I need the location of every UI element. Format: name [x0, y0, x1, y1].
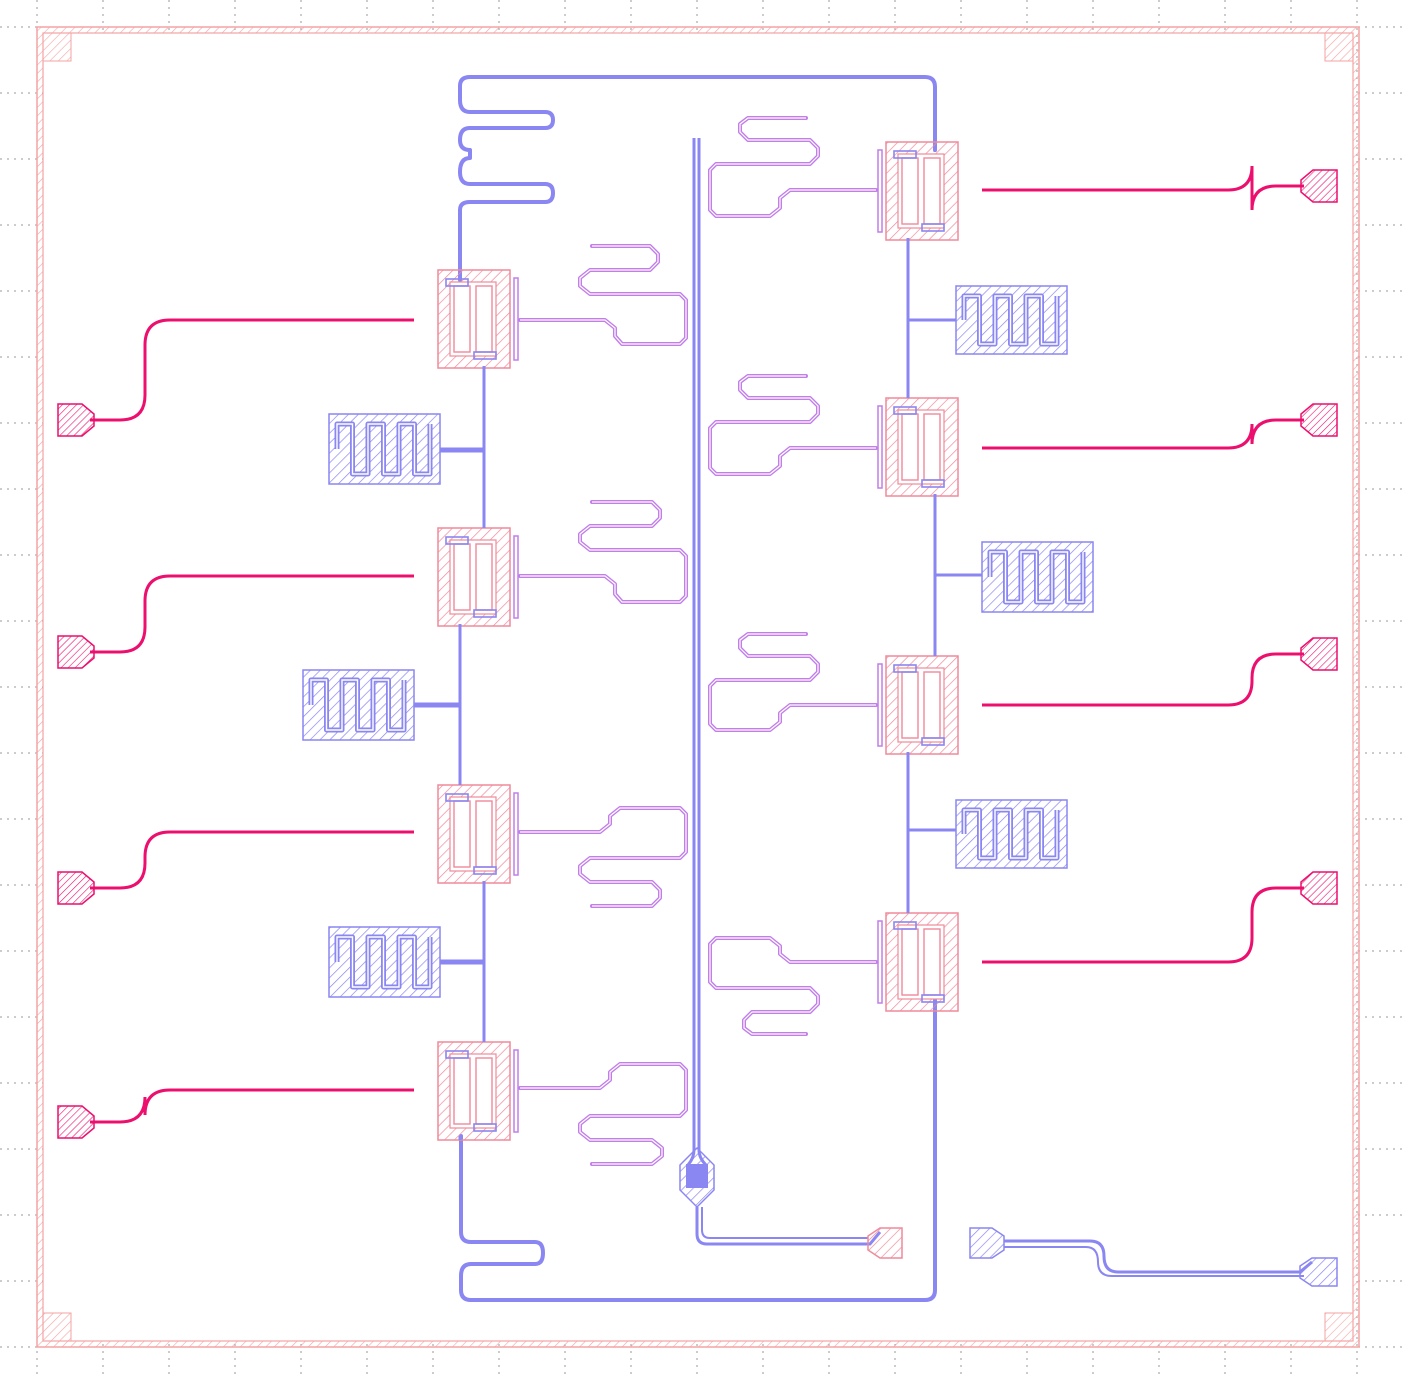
- qubit-island-gap: [449, 796, 497, 872]
- readout-resonator-left-3-center: [520, 807, 687, 907]
- corner-mark-tr: [1324, 32, 1354, 62]
- coupling-bar: [513, 535, 519, 619]
- coupler-right-2: [981, 541, 1094, 613]
- qubit-left-2[interactable]: [437, 527, 519, 627]
- coupler-left-3: [328, 926, 441, 998]
- junction-bottom: [921, 223, 945, 232]
- coupler-meander-center: [963, 295, 1058, 345]
- drive-trace: [982, 418, 1304, 450]
- junction-top: [893, 150, 917, 159]
- qubit-right-4[interactable]: [877, 912, 959, 1012]
- launch-pad-left-1[interactable]: [57, 403, 95, 437]
- junction-top: [893, 921, 917, 930]
- coupling-bar: [513, 1049, 519, 1133]
- drive-trace: [90, 1088, 414, 1124]
- drive-line-left-2: [57, 574, 414, 669]
- qubit-left-3[interactable]: [437, 784, 519, 884]
- readout-resonator-left-1-center: [520, 245, 687, 345]
- qubit-island-gap: [449, 281, 497, 357]
- coupler-right-3: [955, 799, 1068, 869]
- junction-top: [445, 278, 469, 287]
- readout-resonator-left-4-center: [520, 1063, 687, 1165]
- drive-line-left-4: [57, 1088, 414, 1139]
- qubit-island-gap: [449, 539, 497, 615]
- readout-resonator-right-1-center: [709, 117, 876, 217]
- junction-bottom: [921, 479, 945, 488]
- coupler-meander-center: [989, 551, 1084, 603]
- launch-pad-right-3[interactable]: [1300, 637, 1338, 671]
- drive-line-right-4: [982, 871, 1338, 964]
- qubit-left-4[interactable]: [437, 1041, 519, 1141]
- junction-bottom: [921, 737, 945, 746]
- drive-trace: [982, 886, 1304, 964]
- drive-trace: [982, 652, 1304, 707]
- coupler-meander-center: [336, 423, 431, 475]
- qubit-right-3[interactable]: [877, 655, 959, 755]
- readout-resonator-left-2-center: [520, 501, 687, 603]
- junction-top: [893, 406, 917, 415]
- drive-trace: [90, 830, 414, 890]
- drive-trace: [90, 318, 414, 422]
- junction-bottom: [473, 609, 497, 618]
- corner-mark-bl: [42, 1312, 72, 1342]
- drive-trace: [982, 165, 1304, 211]
- qubit-island-gap: [897, 924, 945, 1000]
- launch-pad-left-3[interactable]: [57, 871, 95, 905]
- qubit-island-gap: [449, 1053, 497, 1129]
- launch-pad-right-4[interactable]: [1300, 871, 1338, 905]
- readout-resonator-right-4-center: [709, 937, 876, 1035]
- launch-pad-right-1[interactable]: [1300, 169, 1338, 203]
- feedline: [679, 138, 1338, 1287]
- readout-resonator-right-2-center: [709, 375, 876, 475]
- junction-bottom: [921, 994, 945, 1003]
- drive-trace: [90, 574, 414, 654]
- junction-bottom: [473, 866, 497, 875]
- feedline-input-pad[interactable]: [969, 1227, 1005, 1259]
- readout-resonator-right-3-center: [709, 633, 876, 731]
- qubit-island-gap: [897, 667, 945, 743]
- coupler-meander-center: [336, 936, 431, 988]
- qubit-left-1[interactable]: [437, 269, 519, 369]
- junction-top: [445, 536, 469, 545]
- coupler-meander-center: [310, 679, 405, 731]
- coupler-meander-center: [963, 809, 1058, 859]
- qubit-right-1[interactable]: [877, 141, 959, 241]
- coupling-bar: [877, 149, 883, 233]
- corner-mark-tl: [42, 32, 72, 62]
- drive-line-right-1: [982, 165, 1338, 211]
- launch-pad-left-4[interactable]: [57, 1105, 95, 1139]
- launch-pad-right-2[interactable]: [1300, 403, 1338, 437]
- junction-bottom: [473, 1123, 497, 1132]
- coupler-left-1: [328, 413, 441, 485]
- coupling-bar: [877, 405, 883, 489]
- feedline-output-pad[interactable]: [867, 1227, 903, 1259]
- coupling-bar: [513, 792, 519, 876]
- coupler-right-1: [955, 285, 1068, 355]
- launch-pad-left-2[interactable]: [57, 635, 95, 669]
- drive-line-right-3: [982, 637, 1338, 707]
- drive-line-right-2: [982, 403, 1338, 450]
- drive-line-left-3: [57, 830, 414, 905]
- junction-top: [445, 1050, 469, 1059]
- junction-bottom: [473, 351, 497, 360]
- coupler-left-2: [302, 669, 415, 741]
- corner-mark-br: [1324, 1312, 1354, 1342]
- bus-loop: [458, 75, 937, 1302]
- junction-top: [893, 664, 917, 673]
- qubit-island-gap: [897, 409, 945, 485]
- qubit-island-gap: [897, 153, 945, 229]
- qubit-right-2[interactable]: [877, 397, 959, 497]
- junction-top: [445, 793, 469, 802]
- coupling-bar: [513, 277, 519, 361]
- bus-launch-pad[interactable]: [1299, 1257, 1338, 1287]
- feedline-junction-square: [686, 1164, 708, 1188]
- components: [57, 116, 1338, 1166]
- drive-line-left-1: [57, 318, 414, 437]
